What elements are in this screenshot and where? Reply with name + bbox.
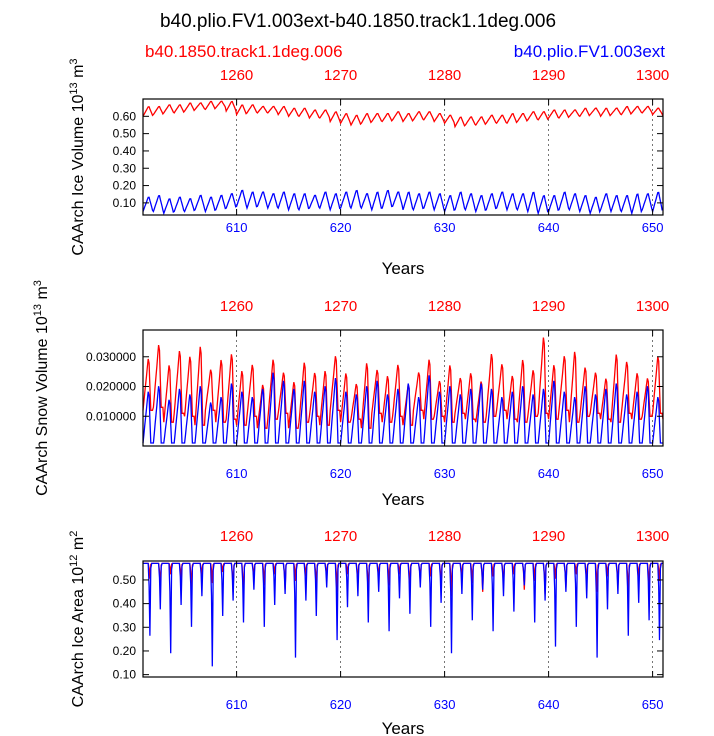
x-tick-label-top: 1300 bbox=[636, 67, 669, 84]
y-tick-label: 0.20 bbox=[113, 179, 137, 193]
chart-panels: 0.10 0.20 0.30 0.40 0.50 0.60 610 620 630 640 650 1… bbox=[32, 58, 669, 736]
x-tick-label-bottom: 630 bbox=[434, 697, 456, 712]
y-axis-title: CAArch Ice Area 1012 m2 bbox=[68, 531, 87, 708]
x-tick-label-top: 1290 bbox=[532, 528, 565, 545]
y-tick-label: 0.40 bbox=[113, 144, 137, 158]
panel-snow-volume: 0.010000 0.020000 0.030000 610 620 630 640 650 1… bbox=[32, 280, 669, 509]
x-tick-label-bottom: 640 bbox=[538, 466, 560, 481]
x-tick-label-bottom: 640 bbox=[538, 220, 560, 235]
y-tick-label: 0.010000 bbox=[86, 409, 136, 423]
x-tick-label-top: 1270 bbox=[324, 67, 357, 84]
legend-label-left: b40.1850.track1.1deg.006 bbox=[145, 42, 343, 61]
y-tick-label: 0.020000 bbox=[86, 380, 136, 394]
x-tick-label-bottom: 620 bbox=[330, 697, 352, 712]
x-tick-label-bottom: 630 bbox=[434, 466, 456, 481]
y-tick-label: 0.030000 bbox=[86, 350, 136, 364]
x-tick-label-top: 1260 bbox=[220, 298, 253, 315]
y-tick-label: 0.10 bbox=[113, 668, 137, 682]
y-axis-title: CAArch Snow Volume 1013 m3 bbox=[32, 280, 51, 496]
x-tick-label-top: 1270 bbox=[324, 528, 357, 545]
x-tick-label-bottom: 610 bbox=[226, 220, 248, 235]
x-tick-label-top: 1300 bbox=[636, 298, 669, 315]
y-tick-label: 0.40 bbox=[113, 597, 137, 611]
x-tick-label-top: 1260 bbox=[220, 67, 253, 84]
x-tick-label-top: 1260 bbox=[220, 528, 253, 545]
x-tick-label-bottom: 620 bbox=[330, 220, 352, 235]
y-tick-label: 0.10 bbox=[113, 196, 137, 210]
x-tick-label-top: 1280 bbox=[428, 298, 461, 315]
figure-title: b40.plio.FV1.003ext-b40.1850.track1.1deg… bbox=[160, 11, 556, 32]
y-tick-label: 0.30 bbox=[113, 161, 137, 175]
plot-frame bbox=[142, 560, 664, 678]
plot-frame bbox=[142, 329, 664, 447]
legend-label-right: b40.plio.FV1.003ext bbox=[514, 42, 665, 61]
y-tick-label: 0.30 bbox=[113, 620, 137, 634]
x-tick-label-top: 1280 bbox=[428, 528, 461, 545]
x-axis-title: Years bbox=[382, 490, 425, 509]
x-tick-label-bottom: 610 bbox=[226, 466, 248, 481]
y-tick-label: 0.50 bbox=[113, 127, 137, 141]
panel-ice-area: 0.10 0.20 0.30 0.40 0.50 610 620 630 640 650 1260 1… bbox=[68, 528, 669, 736]
panel-ice-volume: 0.10 0.20 0.30 0.40 0.50 0.60 610 620 630 640 650 1… bbox=[68, 58, 669, 278]
series-line-blue bbox=[143, 562, 663, 667]
x-tick-label-bottom: 630 bbox=[434, 220, 456, 235]
x-axis-title: Years bbox=[382, 719, 425, 736]
series-line-blue bbox=[142, 189, 663, 216]
series-line-red bbox=[142, 337, 664, 429]
x-tick-label-bottom: 640 bbox=[538, 697, 560, 712]
x-tick-label-top: 1270 bbox=[324, 298, 357, 315]
x-tick-label-top: 1300 bbox=[636, 528, 669, 545]
y-axis-title: CAArch Ice Volume 1013 m3 bbox=[68, 58, 87, 255]
x-tick-label-top: 1290 bbox=[532, 298, 565, 315]
x-tick-label-bottom: 650 bbox=[642, 220, 664, 235]
series-line-red bbox=[142, 100, 664, 129]
y-tick-label: 0.20 bbox=[113, 644, 137, 658]
x-tick-label-bottom: 650 bbox=[642, 697, 664, 712]
x-axis-title: Years bbox=[382, 259, 425, 278]
x-tick-label-bottom: 650 bbox=[642, 466, 664, 481]
y-tick-label: 0.50 bbox=[113, 573, 137, 587]
x-tick-label-bottom: 620 bbox=[330, 466, 352, 481]
y-tick-label: 0.60 bbox=[113, 109, 137, 123]
x-tick-label-bottom: 610 bbox=[226, 697, 248, 712]
series-line-blue bbox=[142, 372, 663, 444]
plot-frame bbox=[142, 98, 664, 216]
x-tick-label-top: 1290 bbox=[532, 67, 565, 84]
x-tick-label-top: 1280 bbox=[428, 67, 461, 84]
